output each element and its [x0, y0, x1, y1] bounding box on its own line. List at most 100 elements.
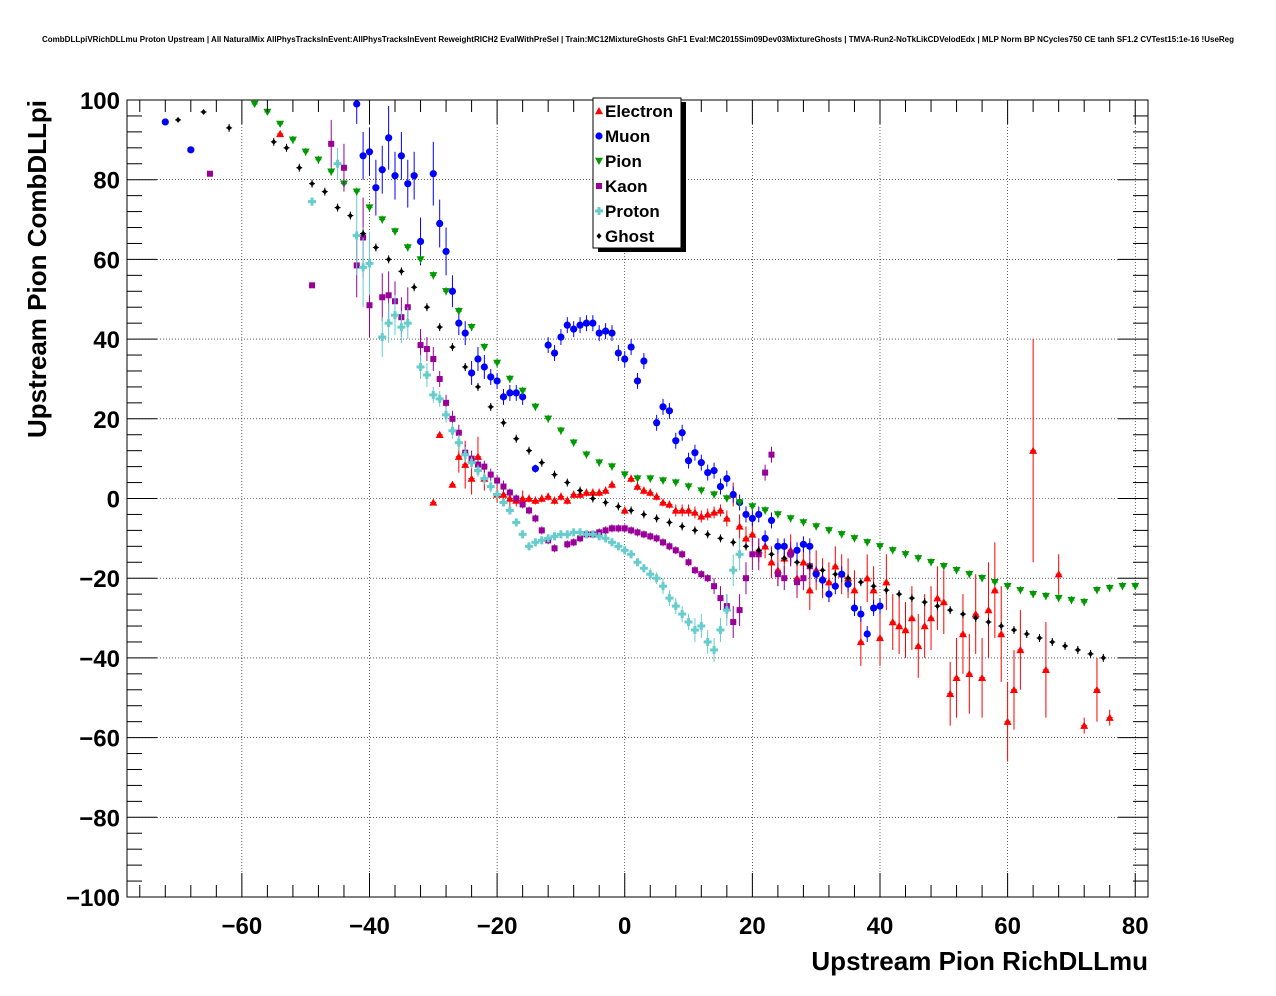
legend-label: Muon [605, 127, 650, 146]
data-point [576, 528, 585, 537]
data-point [684, 506, 693, 514]
data-point [365, 259, 374, 268]
data-point [410, 172, 418, 180]
data-point [978, 673, 987, 682]
data-point [601, 327, 610, 335]
data-point [806, 542, 814, 550]
data-point [1105, 584, 1114, 593]
data-point [499, 393, 508, 401]
data-point [1016, 586, 1025, 595]
data-point [633, 482, 642, 490]
data-point [723, 474, 731, 483]
data-point [537, 536, 546, 545]
y-tick-label: −20 [79, 566, 120, 593]
data-point [480, 363, 488, 371]
data-point [455, 319, 463, 327]
data-point [601, 534, 610, 543]
legend-marker [595, 132, 603, 140]
data-point [628, 527, 635, 534]
data-point [518, 387, 527, 395]
data-point [359, 152, 367, 160]
data-point [595, 329, 603, 337]
data-point [620, 506, 629, 514]
data-point [608, 329, 616, 337]
data-point [391, 228, 400, 236]
data-point [888, 618, 897, 626]
legend-box [592, 97, 682, 249]
data-point [1067, 596, 1076, 605]
data-point [308, 197, 317, 206]
data-point [717, 595, 724, 602]
data-point [863, 539, 872, 547]
series-proton [308, 147, 744, 662]
data-point [671, 479, 680, 487]
data-point [666, 543, 673, 550]
data-point [263, 108, 272, 116]
x-tick-label: −40 [349, 913, 390, 940]
data-point [939, 563, 948, 571]
data-point [505, 375, 514, 383]
data-point [990, 578, 999, 587]
data-point [875, 543, 884, 551]
data-point [1049, 638, 1055, 645]
data-point [602, 527, 609, 534]
data-point [487, 373, 495, 381]
data-point [678, 429, 686, 437]
data-point [922, 599, 928, 606]
data-point [640, 531, 647, 538]
data-point [659, 582, 668, 591]
data-point [556, 492, 565, 500]
data-point [748, 503, 757, 511]
data-point [946, 689, 955, 697]
x-tick-label: 40 [867, 913, 894, 940]
data-point [1131, 582, 1140, 591]
data-point [774, 542, 782, 550]
y-tick-label: 20 [93, 407, 120, 434]
data-point [805, 586, 814, 594]
data-point [322, 188, 328, 195]
data-point [365, 204, 374, 212]
data-point [175, 116, 181, 123]
data-point [526, 447, 532, 454]
data-point [365, 148, 374, 156]
data-point [531, 538, 540, 547]
data-point [863, 574, 872, 582]
data-point [672, 437, 680, 445]
data-point [352, 231, 361, 240]
data-point [863, 630, 871, 638]
data-point [404, 180, 412, 188]
data-point [914, 641, 923, 650]
data-point [429, 390, 438, 399]
data-point [896, 591, 902, 598]
data-point [690, 508, 699, 516]
data-point [519, 501, 526, 508]
data-point [550, 532, 559, 541]
data-point [201, 108, 207, 115]
data-point [973, 615, 979, 622]
data-point [697, 512, 706, 520]
data-point [1062, 642, 1068, 649]
data-point [628, 507, 634, 514]
data-point [646, 475, 655, 483]
data-point [914, 555, 923, 563]
data-point [525, 494, 534, 502]
data-point [614, 349, 622, 357]
data-point [755, 510, 763, 519]
data-point [429, 170, 437, 178]
data-point [698, 571, 705, 578]
data-point [372, 184, 380, 192]
data-point [532, 515, 539, 522]
data-point [422, 370, 431, 379]
data-point [794, 559, 800, 566]
data-point [284, 144, 290, 151]
data-point [448, 480, 457, 488]
data-point [360, 230, 366, 237]
data-point [607, 538, 616, 547]
data-point [659, 498, 668, 506]
y-tick-label: −100 [66, 885, 120, 912]
data-point [590, 495, 596, 502]
legend-marker [595, 157, 603, 165]
data-point [416, 362, 425, 371]
data-point [448, 287, 457, 295]
